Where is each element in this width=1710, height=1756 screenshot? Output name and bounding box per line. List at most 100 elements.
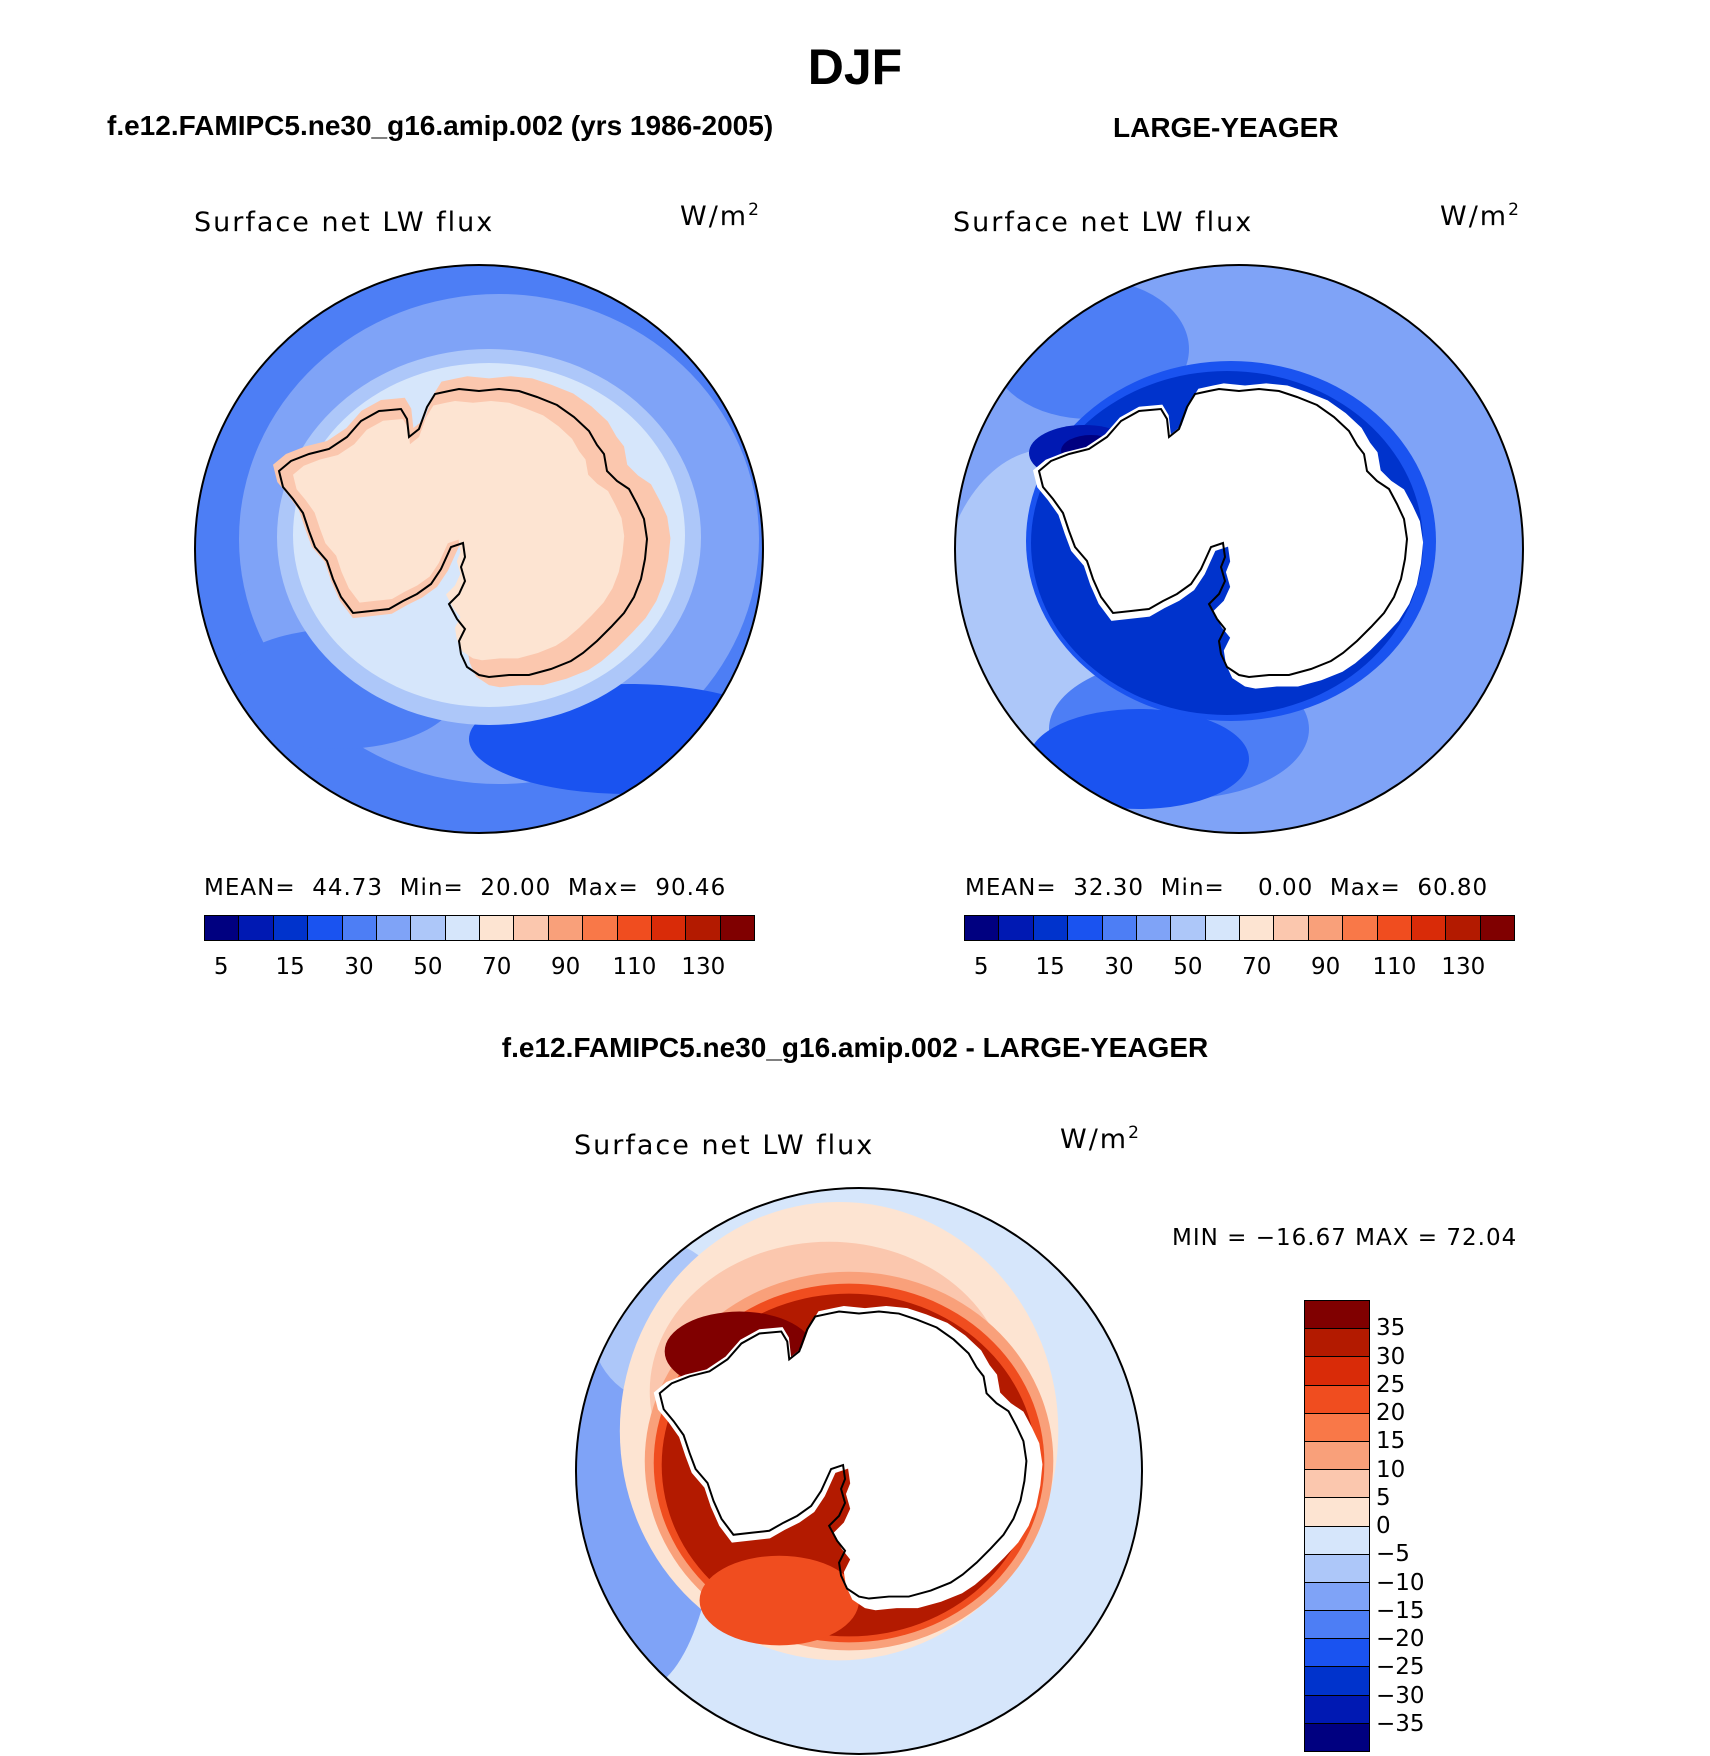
colorbar-tick-label: 70	[1242, 954, 1272, 980]
colorbar-swatch	[239, 916, 274, 940]
colorbar-tick-label: −5	[1376, 1541, 1410, 1568]
colorbar-swatch	[1305, 1470, 1369, 1499]
colorbar-swatch	[1305, 1582, 1369, 1612]
main-title: DJF	[807, 39, 903, 95]
colorbar-swatch	[1305, 1498, 1369, 1527]
colorbar-swatch	[1480, 916, 1514, 940]
colorbar-tick-label: 30	[1104, 954, 1134, 980]
colorbar-swatch	[1033, 916, 1069, 940]
colorbar-swatch	[1171, 916, 1206, 940]
colorbar-swatch	[1343, 916, 1378, 940]
colorbar-swatch	[1411, 916, 1447, 940]
colorbar-swatch	[205, 916, 240, 940]
colorbar-tick-label: 70	[482, 954, 512, 980]
colorbar-swatch	[1305, 1554, 1369, 1583]
colorbar-tick-label: 90	[550, 954, 581, 980]
panel2-stats: MEAN= 32.30 Min= 0.00 Max= 60.80	[965, 875, 1489, 901]
colorbar-swatch	[273, 916, 309, 940]
colorbar-swatch	[1377, 916, 1412, 940]
panel1-stats: MEAN= 44.73 Min= 20.00 Max= 90.46	[204, 875, 727, 901]
panel2-map	[954, 264, 1524, 834]
panel3-map	[574, 1186, 1144, 1756]
panel2-units: W/m2	[1440, 200, 1521, 232]
panel2-colorbar	[964, 915, 1515, 941]
colorbar-tick-label: 10	[1376, 1456, 1406, 1483]
colorbar-swatch	[514, 916, 549, 940]
colorbar-tick-label: 110	[1372, 954, 1417, 980]
colorbar-swatch	[999, 916, 1034, 940]
colorbar-swatch	[1205, 916, 1240, 940]
colorbar-tick-label: 5	[1376, 1484, 1391, 1511]
colorbar-swatch	[1308, 916, 1344, 940]
colorbar-tick-label: 130	[681, 954, 726, 980]
colorbar-tick-label: −35	[1376, 1710, 1425, 1737]
colorbar-swatch	[1305, 1611, 1369, 1640]
panel2-colorbar-ticks: 5 15 30 50 70 90 110 130	[964, 954, 1515, 984]
colorbar-swatch	[1305, 1441, 1369, 1471]
panel1-variable-label: Surface net LW flux	[194, 207, 495, 238]
colorbar-tick-label: 50	[1173, 954, 1203, 980]
colorbar-swatch	[1305, 1357, 1369, 1386]
colorbar-swatch	[1305, 1301, 1369, 1330]
colorbar-tick-label: −10	[1376, 1569, 1425, 1596]
panel3-colorbar-ticks: 35 30 25 20 15 10 5 0 −5 −10 −15 −20 −25 −30 −35	[1376, 1300, 1456, 1752]
colorbar-swatch	[1240, 916, 1275, 940]
colorbar-swatch	[308, 916, 343, 940]
panel3-colorbar	[1304, 1300, 1370, 1752]
colorbar-tick-label: 110	[612, 954, 657, 980]
colorbar-swatch	[686, 916, 721, 940]
panel1-units: W/m2	[680, 200, 761, 232]
colorbar-swatch	[1305, 1695, 1369, 1724]
colorbar-swatch	[1305, 1413, 1369, 1442]
colorbar-tick-label: 50	[413, 954, 443, 980]
colorbar-tick-label: 25	[1376, 1371, 1406, 1398]
colorbar-tick-label: 90	[1310, 954, 1341, 980]
panel1-map	[194, 264, 764, 834]
panel3-units: W/m2	[1060, 1123, 1141, 1155]
colorbar-swatch	[1068, 916, 1103, 940]
colorbar-swatch	[965, 916, 1000, 940]
colorbar-swatch	[1305, 1723, 1369, 1751]
colorbar-swatch	[411, 916, 446, 940]
colorbar-tick-label: 15	[275, 954, 305, 980]
colorbar-tick-label: 15	[1376, 1428, 1406, 1455]
colorbar-swatch	[1136, 916, 1172, 940]
colorbar-tick-label: 5	[213, 954, 229, 980]
panel3-minmax: MIN = −16.67 MAX = 72.04	[1172, 1225, 1518, 1251]
colorbar-tick-label: −15	[1376, 1597, 1425, 1624]
colorbar-swatch	[1305, 1526, 1369, 1555]
colorbar-swatch	[342, 916, 377, 940]
colorbar-swatch	[1305, 1385, 1369, 1414]
colorbar-swatch	[1305, 1639, 1369, 1668]
colorbar-swatch	[480, 916, 515, 940]
colorbar-swatch	[1305, 1667, 1369, 1696]
colorbar-tick-label: 30	[1376, 1343, 1406, 1370]
colorbar-tick-label: 15	[1035, 954, 1065, 980]
panel3-title: f.e12.FAMIPC5.ne30_g16.amip.002 - LARGE-…	[501, 1032, 1209, 1063]
colorbar-tick-label: −25	[1376, 1654, 1425, 1681]
colorbar-tick-label: 130	[1441, 954, 1486, 980]
colorbar-swatch	[583, 916, 618, 940]
colorbar-swatch	[376, 916, 412, 940]
colorbar-swatch	[651, 916, 687, 940]
colorbar-swatch	[720, 916, 754, 940]
colorbar-swatch	[445, 916, 480, 940]
colorbar-swatch	[1446, 916, 1481, 940]
colorbar-swatch	[1305, 1329, 1369, 1358]
panel1-colorbar-ticks: 5 15 30 50 70 90 110 130	[204, 954, 755, 984]
colorbar-tick-label: 35	[1376, 1315, 1406, 1342]
colorbar-tick-label: −30	[1376, 1682, 1425, 1709]
colorbar-tick-label: −20	[1376, 1626, 1425, 1652]
panel1-title: f.e12.FAMIPC5.ne30_g16.amip.002 (yrs 198…	[107, 110, 774, 141]
colorbar-swatch	[548, 916, 584, 940]
panel1-colorbar	[204, 915, 755, 941]
panel2-variable-label: Surface net LW flux	[953, 207, 1254, 238]
colorbar-tick-label: 0	[1376, 1513, 1391, 1539]
colorbar-tick-label: 20	[1376, 1400, 1406, 1426]
colorbar-tick-label: 5	[973, 954, 989, 980]
colorbar-swatch	[1102, 916, 1137, 940]
colorbar-swatch	[617, 916, 652, 940]
colorbar-tick-label: 30	[344, 954, 374, 980]
panel2-title: LARGE-YEAGER	[1113, 112, 1339, 143]
panel3-variable-label: Surface net LW flux	[574, 1130, 875, 1161]
